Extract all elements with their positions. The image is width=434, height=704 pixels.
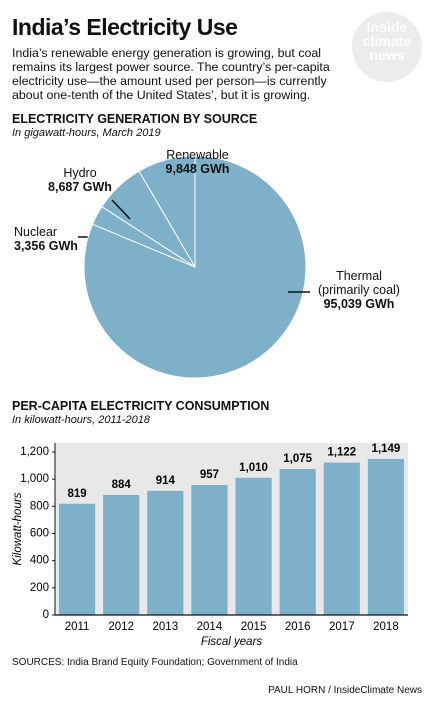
logo-text: inside [366, 19, 408, 35]
value-label: 1,075 [283, 453, 312, 465]
x-tick-label: 2015 [241, 621, 267, 633]
leader-line [111, 199, 131, 220]
value-label: 914 [156, 475, 176, 487]
slice-value: 3,356 GWh [14, 239, 78, 253]
slice-label: Hydro [63, 166, 97, 180]
logo-text: climate [362, 33, 412, 49]
bar [235, 477, 272, 615]
sources: SOURCES: India Brand Equity Foundation; … [12, 657, 298, 668]
bar [323, 462, 360, 615]
slice-value: 9,848 GWh [165, 162, 230, 176]
value-label: 957 [200, 469, 219, 481]
chart-subtitle: In gigawatt-hours, March 2019 [12, 127, 161, 139]
logo-text: news [369, 47, 405, 63]
value-label: 1,010 [239, 462, 268, 474]
slice-value: 8,687 GWh [48, 180, 112, 194]
x-tick-label: 2011 [65, 621, 90, 633]
description: India’s renewable energy generation is g… [12, 46, 330, 102]
value-label: 884 [112, 479, 132, 491]
chart-subtitle: In kilowatt-hours, 2011-2018 [12, 414, 150, 426]
x-tick-label: 2016 [285, 621, 311, 633]
bar [103, 494, 140, 615]
bar [279, 468, 316, 615]
x-tick-label: 2017 [329, 621, 355, 633]
x-tick-label: 2018 [373, 621, 399, 633]
value-label: 1,149 [372, 443, 401, 455]
y-tick-label: 200 [30, 582, 49, 594]
x-tick-label: 2013 [153, 621, 179, 633]
bar [367, 458, 405, 615]
credit: PAUL HORN / InsideClimate News [268, 685, 422, 696]
y-tick-label: 0 [43, 609, 49, 621]
bar [147, 490, 184, 615]
x-tick-label: 2014 [197, 621, 223, 633]
y-tick-label: 1,200 [20, 446, 49, 458]
x-axis-label: Fiscal years [201, 636, 263, 648]
bar [58, 503, 96, 615]
pie-slice [83, 155, 307, 379]
y-axis-label: Kilowatt-hours [12, 492, 24, 565]
chart-title: PER-CAPITA ELECTRICITY CONSUMPTION [12, 399, 270, 413]
y-tick-label: 800 [30, 500, 49, 512]
logo: inside climate news [352, 12, 422, 82]
y-tick-label: 1,000 [20, 473, 49, 485]
y-tick-label: 400 [30, 555, 49, 567]
slice-label: Thermal (primarily coal) [318, 269, 400, 297]
slice-label: Renewable [166, 148, 229, 162]
slice-label: Nuclear [14, 225, 58, 239]
value-label: 1,122 [327, 447, 356, 459]
title: India’s Electricity Use [12, 14, 238, 40]
bar [191, 485, 228, 615]
chart-title: ELECTRICITY GENERATION BY SOURCE [12, 112, 258, 126]
slice-value: 95,039 GWh [323, 297, 395, 311]
y-tick-label: 600 [30, 528, 49, 540]
value-label: 819 [67, 488, 86, 500]
x-tick-label: 2012 [108, 621, 134, 633]
